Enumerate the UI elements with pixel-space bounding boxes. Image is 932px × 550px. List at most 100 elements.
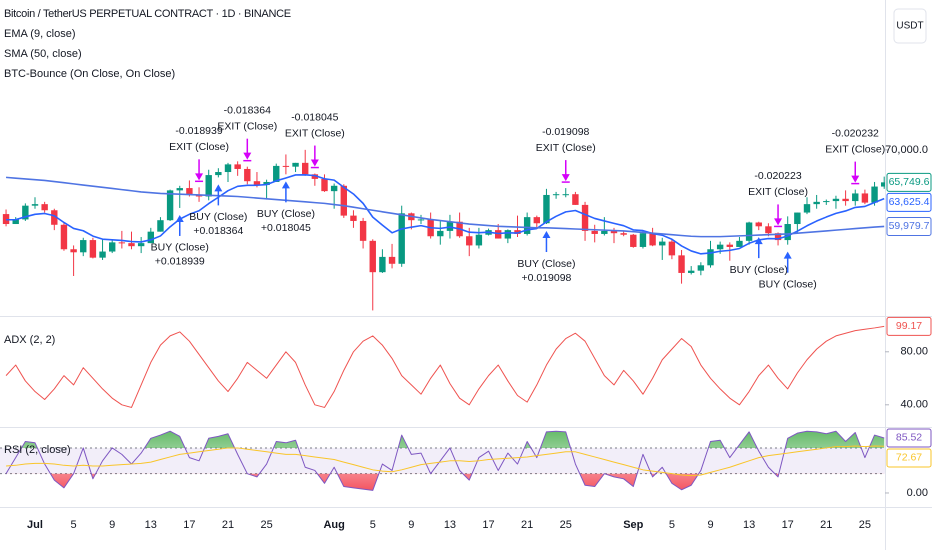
currency-button[interactable] [893, 8, 927, 44]
series-line [6, 445, 885, 477]
currency-label[interactable]: USDT [896, 21, 923, 32]
candle-body [832, 198, 840, 202]
candle-body [697, 265, 705, 271]
candle-body [12, 219, 19, 225]
x-tick-label: 25 [260, 519, 272, 531]
adx-pane [5, 325, 885, 408]
exit-label: EXIT (Close) [285, 127, 345, 139]
candle-body [668, 241, 676, 256]
buy-label: BUY (Close) [517, 258, 575, 270]
candle-body [109, 242, 116, 252]
candle-body [755, 222, 762, 227]
candle-body [369, 240, 376, 273]
exit-profit: -0.018364 [224, 104, 271, 116]
exit-label: EXIT (Close) [825, 143, 885, 155]
last-value-box [886, 428, 932, 448]
x-tick-label: 21 [820, 519, 832, 531]
rsi-pane [0, 430, 885, 491]
candle-body [118, 242, 126, 244]
candle-body [157, 220, 164, 232]
candle-body [523, 217, 531, 234]
candle-body [504, 230, 512, 239]
candle-body [466, 236, 473, 246]
exit-label: EXIT (Close) [169, 141, 229, 153]
last-value-label: 72.67 [896, 452, 922, 464]
x-tick-label: 9 [707, 519, 713, 531]
last-value-box [886, 216, 932, 236]
candle-body [823, 201, 830, 203]
candle-body [273, 165, 280, 182]
x-tick-label: 5 [71, 519, 77, 531]
exit-profit: -0.018045 [291, 111, 338, 123]
exit-label: EXIT (Close) [217, 120, 277, 132]
exit-profit: -0.018939 [175, 125, 222, 137]
x-tick-label: 21 [222, 519, 234, 531]
candle-body [60, 224, 68, 250]
candle-body [852, 193, 859, 202]
exit-arrow-head [851, 175, 860, 183]
exit-profit: -0.020232 [832, 127, 879, 139]
exit-arrow-head [561, 174, 570, 182]
x-tick-label: 5 [669, 519, 675, 531]
buy-label: BUY (Close) [189, 211, 247, 223]
candle-body [359, 220, 367, 241]
candle-body [784, 224, 791, 241]
x-tick-label: 5 [370, 519, 376, 531]
candle-body [591, 230, 598, 234]
y-tick-label: 0.00 [907, 487, 928, 499]
buy-profit: +0.018045 [261, 222, 311, 234]
candle-body [166, 190, 174, 221]
candle-body [639, 233, 647, 247]
exit-profit: -0.020223 [754, 170, 801, 182]
candle-body [70, 249, 77, 253]
candle-body [147, 231, 154, 244]
y-tick-label: 80.00 [900, 346, 928, 358]
legend-entry: ADX (2, 2) [4, 334, 55, 346]
exit-label: EXIT (Close) [536, 142, 596, 154]
candle-body [321, 178, 328, 192]
last-value-label: 99.17 [896, 320, 922, 332]
candle-body [871, 186, 878, 203]
buy-profit: +0.018939 [155, 256, 205, 268]
candle-body [716, 244, 724, 250]
legend-entry: SMA (50, close) [4, 48, 82, 60]
candle-body [330, 185, 338, 192]
candle-body [311, 174, 319, 179]
candle-body [726, 244, 733, 247]
candle-body [379, 256, 386, 273]
candle-body [186, 188, 193, 195]
candle-body [678, 255, 685, 273]
candle-body [99, 251, 106, 258]
x-tick-label: 13 [743, 519, 755, 531]
candle-body [495, 230, 502, 239]
last-value-box [886, 448, 932, 468]
candle-body [774, 233, 782, 241]
candle-body [51, 210, 58, 225]
x-tick-label: 25 [859, 519, 871, 531]
buy-arrow-head [783, 251, 792, 259]
candle-body [292, 162, 299, 167]
candle-body [417, 219, 425, 221]
buy-label: BUY (Close) [730, 264, 788, 276]
candle-body [31, 204, 39, 206]
y-tick-label: 70,000.0 [885, 144, 928, 156]
candle-body [388, 256, 396, 264]
x-tick-label: 13 [145, 519, 157, 531]
candle-body [302, 162, 309, 175]
candle-body [649, 233, 656, 246]
candle-body [224, 164, 232, 173]
x-tick-label: 9 [109, 519, 115, 531]
series-line [6, 173, 885, 255]
candle-body [263, 181, 270, 186]
candle-body [22, 205, 29, 220]
candle-body [137, 243, 145, 247]
buy-arrow-head [281, 181, 290, 189]
candle-body [253, 181, 261, 186]
buy-label: BUY (Close) [759, 278, 817, 290]
exit-arrow-head [195, 173, 204, 181]
exit-profit: -0.019098 [542, 126, 589, 138]
buy-profit: +0.019098 [521, 272, 571, 284]
